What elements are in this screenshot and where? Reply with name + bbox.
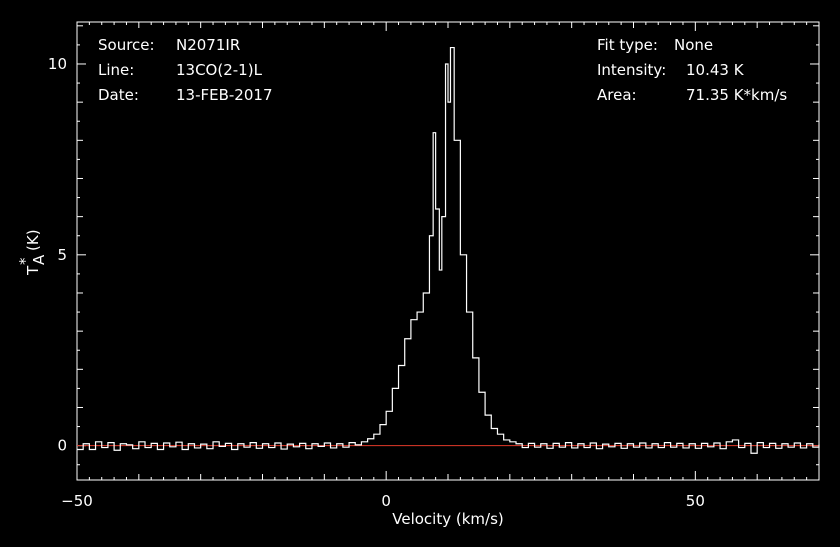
intensity-value: 10.43 K: [686, 61, 745, 79]
x-tick-label: −50: [61, 492, 93, 510]
line-value: 13CO(2-1)L: [176, 61, 263, 79]
y-axis-label-subscript: A: [30, 254, 48, 265]
source-value: N2071IR: [176, 36, 240, 54]
x-tick-label: 50: [686, 492, 705, 510]
x-tick-label: 0: [381, 492, 391, 510]
y-axis-label-unit: (K): [24, 229, 42, 251]
line-label: Line:: [98, 61, 134, 79]
fit-type-label: Fit type:: [597, 36, 658, 54]
fit-type-value: None: [674, 36, 713, 54]
source-label: Source:: [98, 36, 155, 54]
info-left-block: Source: N2071IR Line: 13CO(2-1)L Date: 1…: [98, 36, 272, 104]
x-axis-label: Velocity (km/s): [392, 510, 503, 528]
spectrum-line: [77, 46, 820, 454]
y-axis-label: T * A (K): [16, 229, 48, 276]
area-value: 71.35 K*km/s: [686, 86, 787, 104]
y-tick-label: 10: [48, 55, 67, 73]
y-axis-label-superscript: *: [16, 257, 34, 265]
date-label: Date:: [98, 86, 139, 104]
intensity-label: Intensity:: [597, 61, 666, 79]
axis-tick-labels: −50 0 50 0 5 10: [48, 55, 705, 510]
info-right-block: Fit type: None Intensity: 10.43 K Area: …: [597, 36, 787, 104]
y-tick-label: 0: [57, 437, 67, 455]
y-tick-label: 5: [57, 246, 67, 264]
area-label: Area:: [597, 86, 637, 104]
y-axis-label-main: T: [24, 265, 42, 276]
date-value: 13-FEB-2017: [176, 86, 272, 104]
axis-ticks: [76, 22, 820, 480]
